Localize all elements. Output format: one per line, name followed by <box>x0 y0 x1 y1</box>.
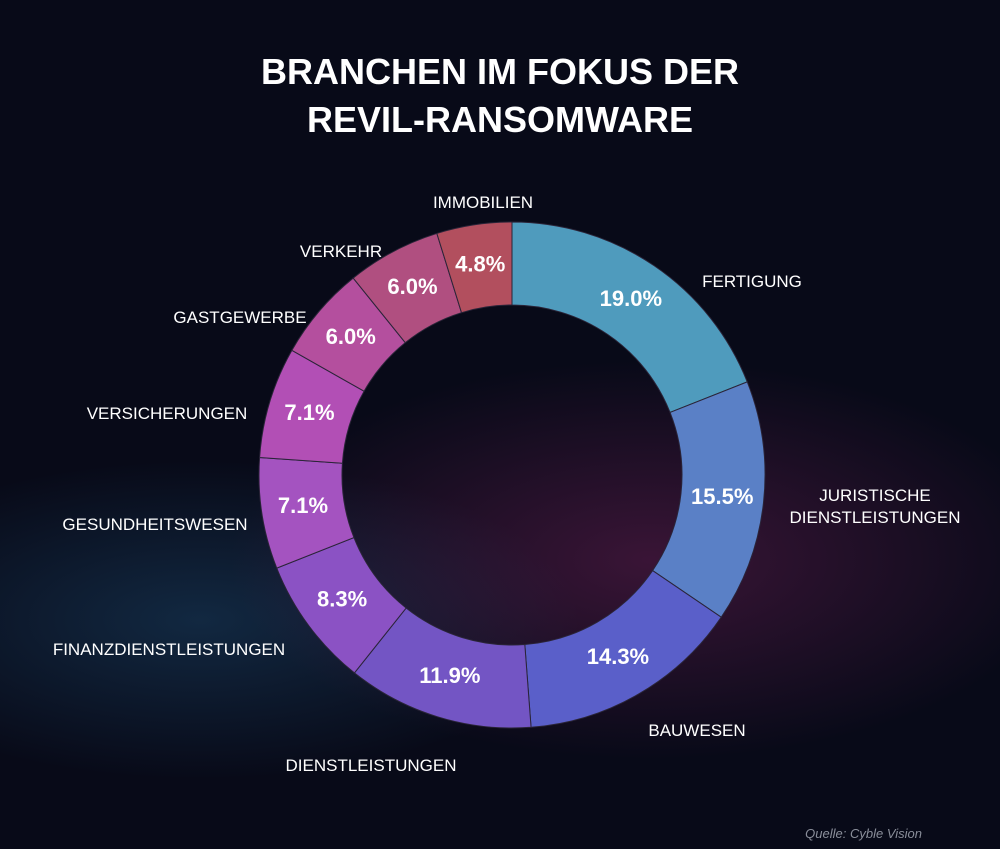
category-label: JURISTISCHE DIENSTLEISTUNGEN <box>789 486 961 527</box>
donut-slice <box>511 221 748 414</box>
category-label: GASTGEWERBE <box>173 308 307 327</box>
value-label: 7.1% <box>284 400 334 425</box>
value-label: 11.9% <box>419 663 480 688</box>
value-label: 7.1% <box>278 493 328 518</box>
category-label: FERTIGUNG <box>702 272 802 291</box>
value-label: 14.3% <box>587 644 649 669</box>
category-label: VERSICHERUNGEN <box>86 404 248 423</box>
value-label: 6.0% <box>326 324 376 349</box>
donut-slice <box>436 221 513 314</box>
category-label: BAUWESEN <box>648 721 746 740</box>
category-label: IMMOBILIEN <box>432 193 534 212</box>
category-label: FINANZDIENSTLEISTUNGEN <box>52 640 286 659</box>
value-label: 8.3% <box>317 587 367 612</box>
category-label: VERKEHR <box>299 242 383 261</box>
value-label: 4.8% <box>455 252 505 277</box>
value-label: 15.5% <box>691 484 753 509</box>
value-label: 19.0% <box>600 286 662 311</box>
category-label: GESUNDHEITSWESEN <box>62 515 248 534</box>
value-label: 6.0% <box>387 274 437 299</box>
source-note: Quelle: Cyble Vision <box>805 826 922 841</box>
chart-title: BRANCHEN IM FOKUS DER REVIL-RANSOMWARE <box>260 51 739 140</box>
category-label: DIENSTLEISTUNGEN <box>285 756 457 775</box>
